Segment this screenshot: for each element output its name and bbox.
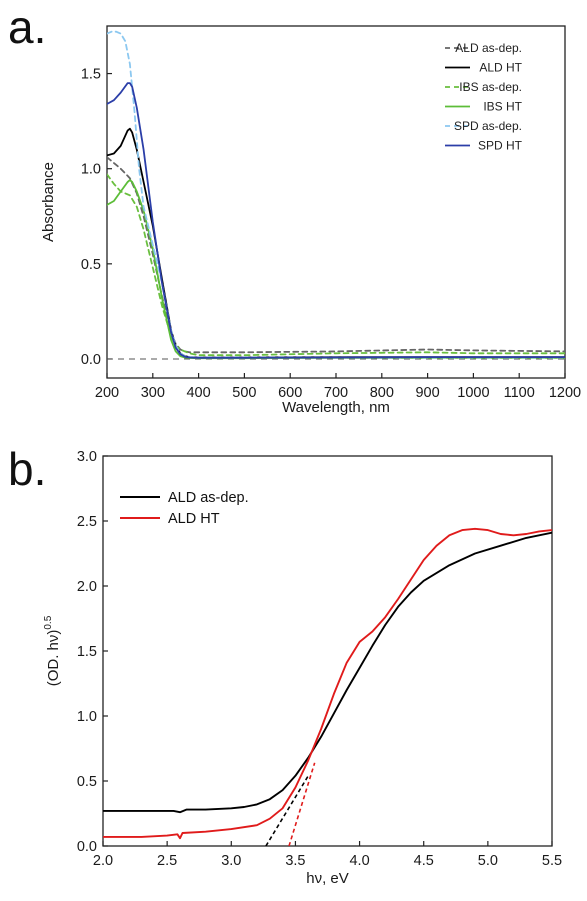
chart-a-xtick-label: 1100 bbox=[504, 385, 535, 401]
chart-b-xtick-label: 4.0 bbox=[349, 853, 369, 869]
chart-a-ytick-label: 1.5 bbox=[81, 67, 101, 83]
chart-b-tauc-plot: 2.0 2.5 3.0 3.5 4.0 4.5 5.0 5.5 0.0 0.5 1.0 1.5 2.0 2… bbox=[43, 449, 562, 887]
chart-a-xtick-label: 400 bbox=[186, 385, 210, 401]
chart-a-ytick-label: 0.5 bbox=[81, 257, 101, 273]
chart-b-y-axis-title: (OD. hν)0.5 bbox=[43, 615, 62, 686]
chart-b-plot-area bbox=[103, 527, 552, 846]
panel-b-letter: b. bbox=[8, 443, 47, 495]
chart-a-legend-label: IBS HT bbox=[483, 100, 522, 114]
chart-b-tangent-line-1 bbox=[288, 762, 316, 846]
panel-a-letter: a. bbox=[8, 1, 47, 53]
chart-b-xtick-label: 4.5 bbox=[414, 853, 434, 869]
chart-a-y-axis-title: Absorbance bbox=[40, 162, 57, 242]
chart-b-ytick-label: 3.0 bbox=[77, 449, 97, 465]
chart-a-ytick-label: 0.0 bbox=[81, 352, 101, 368]
chart-a-plot-frame bbox=[106, 25, 566, 379]
chart-a-legend-label: ALD as-dep. bbox=[455, 41, 522, 55]
chart-b-legend-label: ALD HT bbox=[168, 511, 220, 527]
chart-b-x-axis-title: hν, eV bbox=[306, 870, 349, 887]
chart-a-xtick-label: 1200 bbox=[549, 385, 581, 401]
chart-a-series-ald-as-dep bbox=[107, 156, 565, 354]
chart-b-legend-label: ALD as-dep. bbox=[168, 490, 249, 506]
chart-a-xtick-label: 600 bbox=[278, 385, 302, 401]
chart-a-series-spd-ht bbox=[107, 82, 565, 359]
chart-a-ytick-label: 1.0 bbox=[81, 162, 101, 178]
chart-a-legend-label: IBS as-dep. bbox=[459, 80, 522, 94]
chart-b-xtick-label: 3.5 bbox=[285, 853, 305, 869]
chart-b-y-axis-title-main: (OD. hν) bbox=[45, 630, 62, 687]
chart-a-xtick-label: 900 bbox=[415, 385, 439, 401]
chart-b-xtick-label: 5.0 bbox=[478, 853, 498, 869]
chart-a-x-axis-title: Wavelength, nm bbox=[282, 399, 390, 416]
chart-a-xtick-label: 1000 bbox=[457, 385, 489, 401]
chart-a-legend-label: SPD as-dep. bbox=[454, 119, 522, 133]
chart-b-ytick-label: 0.0 bbox=[77, 839, 97, 855]
chart-a-xtick-label: 800 bbox=[370, 385, 394, 401]
chart-b-y-axis-title-superscript: 0.5 bbox=[43, 615, 54, 629]
chart-a-xtick-label: 300 bbox=[141, 385, 165, 401]
chart-a-series-ald-ht bbox=[107, 127, 565, 359]
chart-a-legend-label: SPD HT bbox=[478, 139, 523, 153]
chart-a-xtick-label: 200 bbox=[95, 385, 119, 401]
chart-a-xtick-label: 500 bbox=[232, 385, 256, 401]
chart-b-xtick-label: 3.0 bbox=[221, 853, 241, 869]
chart-b-series-ald-as-dep bbox=[103, 531, 552, 814]
chart-a-plot-area bbox=[107, 30, 565, 360]
chart-b-xtick-label: 2.5 bbox=[157, 853, 177, 869]
chart-b-ytick-label: 1.0 bbox=[77, 709, 97, 725]
chart-a-absorbance-spectra: 200 300 400 500 600 700 800 900 1000 1100 1200 0.0 0… bbox=[40, 25, 581, 416]
chart-a-xtick-label: 700 bbox=[324, 385, 348, 401]
chart-a-legend-label: ALD HT bbox=[479, 61, 522, 75]
chart-b-ytick-label: 1.5 bbox=[77, 644, 97, 660]
chart-b-xtick-label: 5.5 bbox=[542, 853, 562, 869]
chart-b-ytick-label: 2.0 bbox=[77, 579, 97, 595]
chart-b-ytick-label: 2.5 bbox=[77, 514, 97, 530]
chart-a-series-ibs-ht bbox=[107, 179, 565, 360]
chart-b-xtick-label: 2.0 bbox=[93, 853, 113, 869]
chart-b-ytick-label: 0.5 bbox=[77, 774, 97, 790]
chart-a-series-ibs-as-dep bbox=[107, 173, 565, 357]
chart-b-series-ald-ht bbox=[103, 527, 552, 840]
